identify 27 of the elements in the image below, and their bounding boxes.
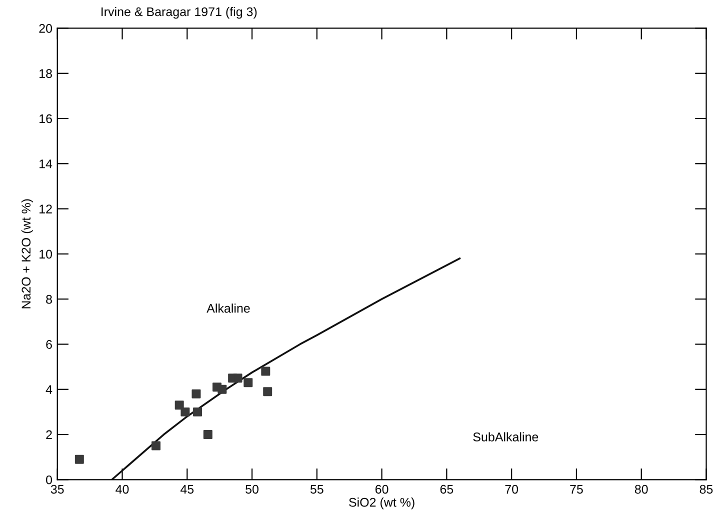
x-tick-label: 60 [375,484,388,494]
x-tick-label: 35 [50,484,64,494]
annotation: Alkaline [206,304,250,313]
y-tick-label: 0 [46,475,52,484]
x-axis-title: SiO2 (wt %) [349,498,414,510]
annotation: SubAlkaline [473,432,538,442]
y-tick-label: 20 [39,24,52,33]
y-tick-label: 6 [46,340,52,349]
x-tick-label: 50 [246,484,258,494]
x-tick-label: 45 [180,484,194,494]
x-tick-label: 65 [440,484,454,494]
y-axis-title: Na2O + K2O (wt %) [21,199,34,308]
y-tick-label: 10 [40,250,52,259]
x-tick-label: 55 [310,484,324,494]
y-tick-label: 18 [40,69,52,78]
y-tick-label: 12 [40,204,52,214]
x-tick-label: 80 [634,484,648,494]
x-tick-label: 85 [700,484,713,494]
x-tick-label: 75 [570,484,583,494]
y-tick-label: 2 [46,430,52,440]
y-tick-label: 8 [46,294,52,304]
chart-title: Irvine & Baragar 1971 (fig 3) [102,7,257,19]
y-tick-label: 14 [40,160,52,168]
x-tick-label: 40 [116,484,129,494]
y-tick-label: 4 [46,385,52,394]
x-tick-label: 70 [505,484,518,494]
y-tick-label: 16 [40,114,52,124]
